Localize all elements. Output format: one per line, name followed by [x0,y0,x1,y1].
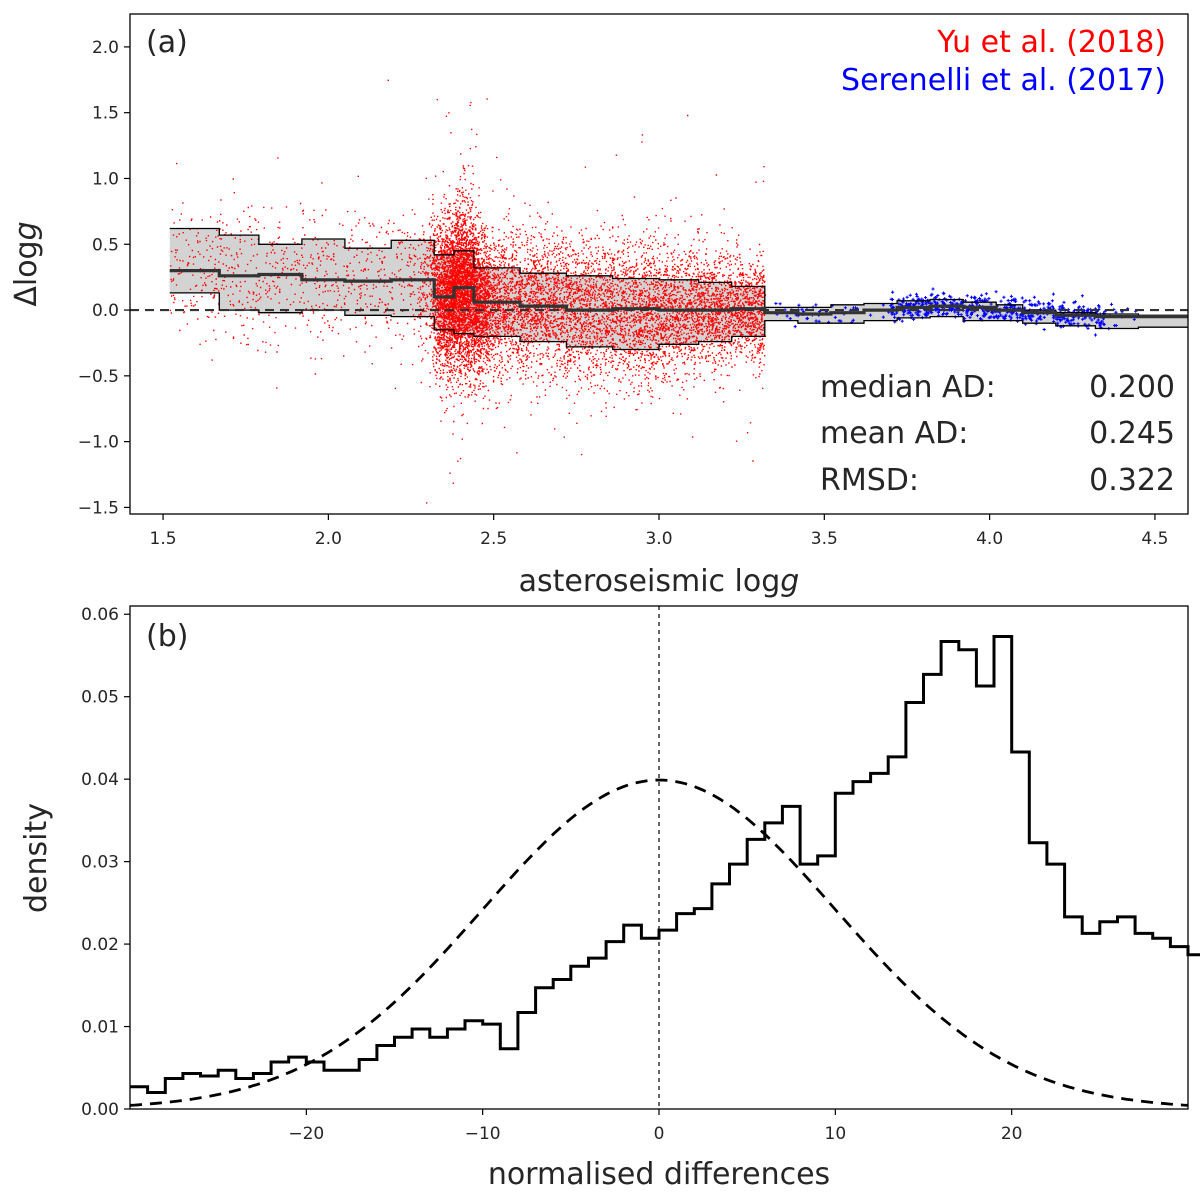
panel-b: −20 −10 0 10 20 0.00 0.01 0.02 0.03 0.04 0.05 0.06… [19,605,1200,1192]
stat-mean-ad-label: mean AD: [820,416,968,451]
panel-a-y-ticks: −1.5 −1.0 −0.5 0.0 0.5 1.0 1.5 2.0 [78,38,130,518]
yu-2018-point-cloud [169,79,767,504]
panel-b-x-ticks: −20 −10 0 10 20 [288,1109,1022,1144]
y-tick-label: 0.03 [81,853,119,873]
upper-step-line [169,227,1188,316]
panel-a-label: (a) [146,25,188,60]
x-tick-label: 0 [654,1124,665,1144]
x-tick-label: 2.0 [315,529,342,549]
x-tick-label: 3.0 [645,529,672,549]
panel-a-x-axis-label: asteroseismic logg [519,564,800,599]
y-tick-label: −0.5 [78,367,119,387]
stat-rmsd-value: 0.322 [1089,463,1175,498]
panel-a-y-label-italic: g [9,221,44,240]
normal-distribution-curve [129,778,1189,1107]
panel-a: 1.5 2.0 2.5 3.0 3.5 4.0 4.5 −1.5 −1.0 −0.5 0.0 0.5… [9,13,1189,599]
y-tick-label: 2.0 [92,38,119,58]
lower-step-line [169,292,1188,351]
y-tick-label: 0.0 [92,301,119,321]
x-tick-label: −20 [288,1124,324,1144]
x-tick-label: 20 [1001,1124,1023,1144]
panel-b-gaussian-curve [129,778,1189,1107]
stat-mean-ad-value: 0.245 [1089,416,1175,451]
y-tick-label: 0.00 [81,1100,119,1120]
panel-b-label: (b) [146,619,188,654]
y-tick-label: 0.01 [81,1018,119,1038]
x-tick-label: −10 [465,1124,501,1144]
panel-a-x-label-main: asteroseismic log [519,564,781,599]
x-tick-label: 3.5 [811,529,838,549]
x-tick-label: 10 [825,1124,847,1144]
x-tick-label: 2.5 [480,529,507,549]
y-tick-label: −1.0 [78,433,119,453]
legend-yu-2018: Yu et al. (2018) [936,25,1166,60]
panel-b-histogram [130,635,1200,1094]
x-tick-label: 4.0 [976,529,1003,549]
stat-median-ad-label: median AD: [820,370,996,405]
panel-b-x-axis-label: normalised differences [488,1157,830,1192]
panel-a-y-label-main: Δlog [9,240,44,306]
y-tick-label: 0.04 [81,770,119,790]
histogram-step-line [130,635,1200,1094]
y-tick-label: 0.5 [92,235,119,255]
legend-serenelli-2017: Serenelli et al. (2017) [841,63,1166,98]
panel-b-y-ticks: 0.00 0.01 0.02 0.03 0.04 0.05 0.06 [81,605,130,1120]
y-tick-label: 1.5 [92,104,119,124]
panel-b-y-axis-label: density [19,803,54,913]
y-tick-label: 0.02 [81,935,119,955]
x-tick-label: 4.5 [1141,529,1168,549]
y-tick-label: 1.0 [92,169,119,189]
stat-rmsd-label: RMSD: [820,463,919,498]
y-tick-label: −1.5 [78,498,119,518]
x-tick-label: 1.5 [150,529,177,549]
panel-a-y-axis-label: Δlogg [9,221,44,306]
stat-median-ad-value: 0.200 [1089,370,1175,405]
y-tick-label: 0.06 [81,605,119,625]
series-yu-2018-points [169,79,767,504]
y-tick-label: 0.05 [81,688,119,708]
panel-a-x-ticks: 1.5 2.0 2.5 3.0 3.5 4.0 4.5 [150,514,1168,549]
panel-a-x-label-italic: g [780,564,799,599]
